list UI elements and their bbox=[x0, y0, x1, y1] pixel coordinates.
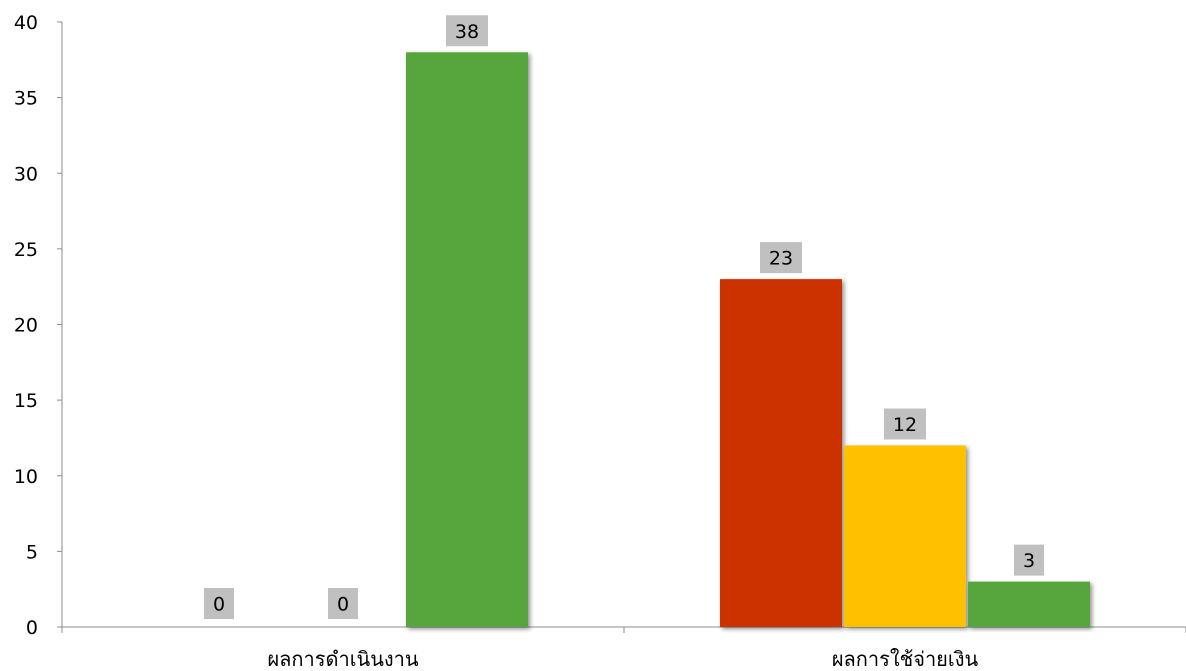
x-category-label: ผลการดำเนินงาน bbox=[267, 647, 418, 671]
bar bbox=[720, 279, 842, 627]
y-axis: 0 5 10 15 20 25 30 35 40 bbox=[14, 12, 63, 639]
y-tick-label: 40 bbox=[14, 12, 38, 34]
data-label: 23 bbox=[769, 248, 793, 270]
y-tick-label: 15 bbox=[14, 390, 38, 412]
data-label-box bbox=[1014, 544, 1044, 576]
bar bbox=[844, 445, 966, 627]
data-label-box bbox=[884, 408, 926, 440]
y-tick-label: 0 bbox=[26, 617, 38, 639]
x-axis: ผลการดำเนินงาน ผลการใช้จ่ายเงิน bbox=[61, 626, 1186, 671]
y-tick-label: 30 bbox=[14, 163, 38, 185]
data-labels: 0 0 38 23 12 3 bbox=[204, 15, 1044, 619]
bar bbox=[968, 581, 1090, 627]
data-label: 12 bbox=[893, 414, 917, 436]
data-label-box bbox=[204, 588, 234, 619]
data-label-box bbox=[760, 242, 802, 274]
data-label-box bbox=[328, 588, 358, 619]
x-category-label: ผลการใช้จ่ายเงิน bbox=[832, 647, 979, 671]
y-tick-label: 5 bbox=[26, 541, 38, 563]
y-tick-label: 20 bbox=[14, 315, 38, 337]
data-label: 38 bbox=[455, 21, 479, 43]
data-label: 3 bbox=[1023, 550, 1035, 572]
y-tick-label: 35 bbox=[14, 88, 38, 110]
y-tick-label: 25 bbox=[14, 239, 38, 261]
bars bbox=[406, 52, 1090, 627]
y-tick-label: 10 bbox=[14, 466, 38, 488]
data-label: 0 bbox=[337, 594, 349, 616]
bar bbox=[406, 52, 528, 627]
data-label-box bbox=[446, 15, 488, 47]
data-label: 0 bbox=[213, 594, 225, 616]
